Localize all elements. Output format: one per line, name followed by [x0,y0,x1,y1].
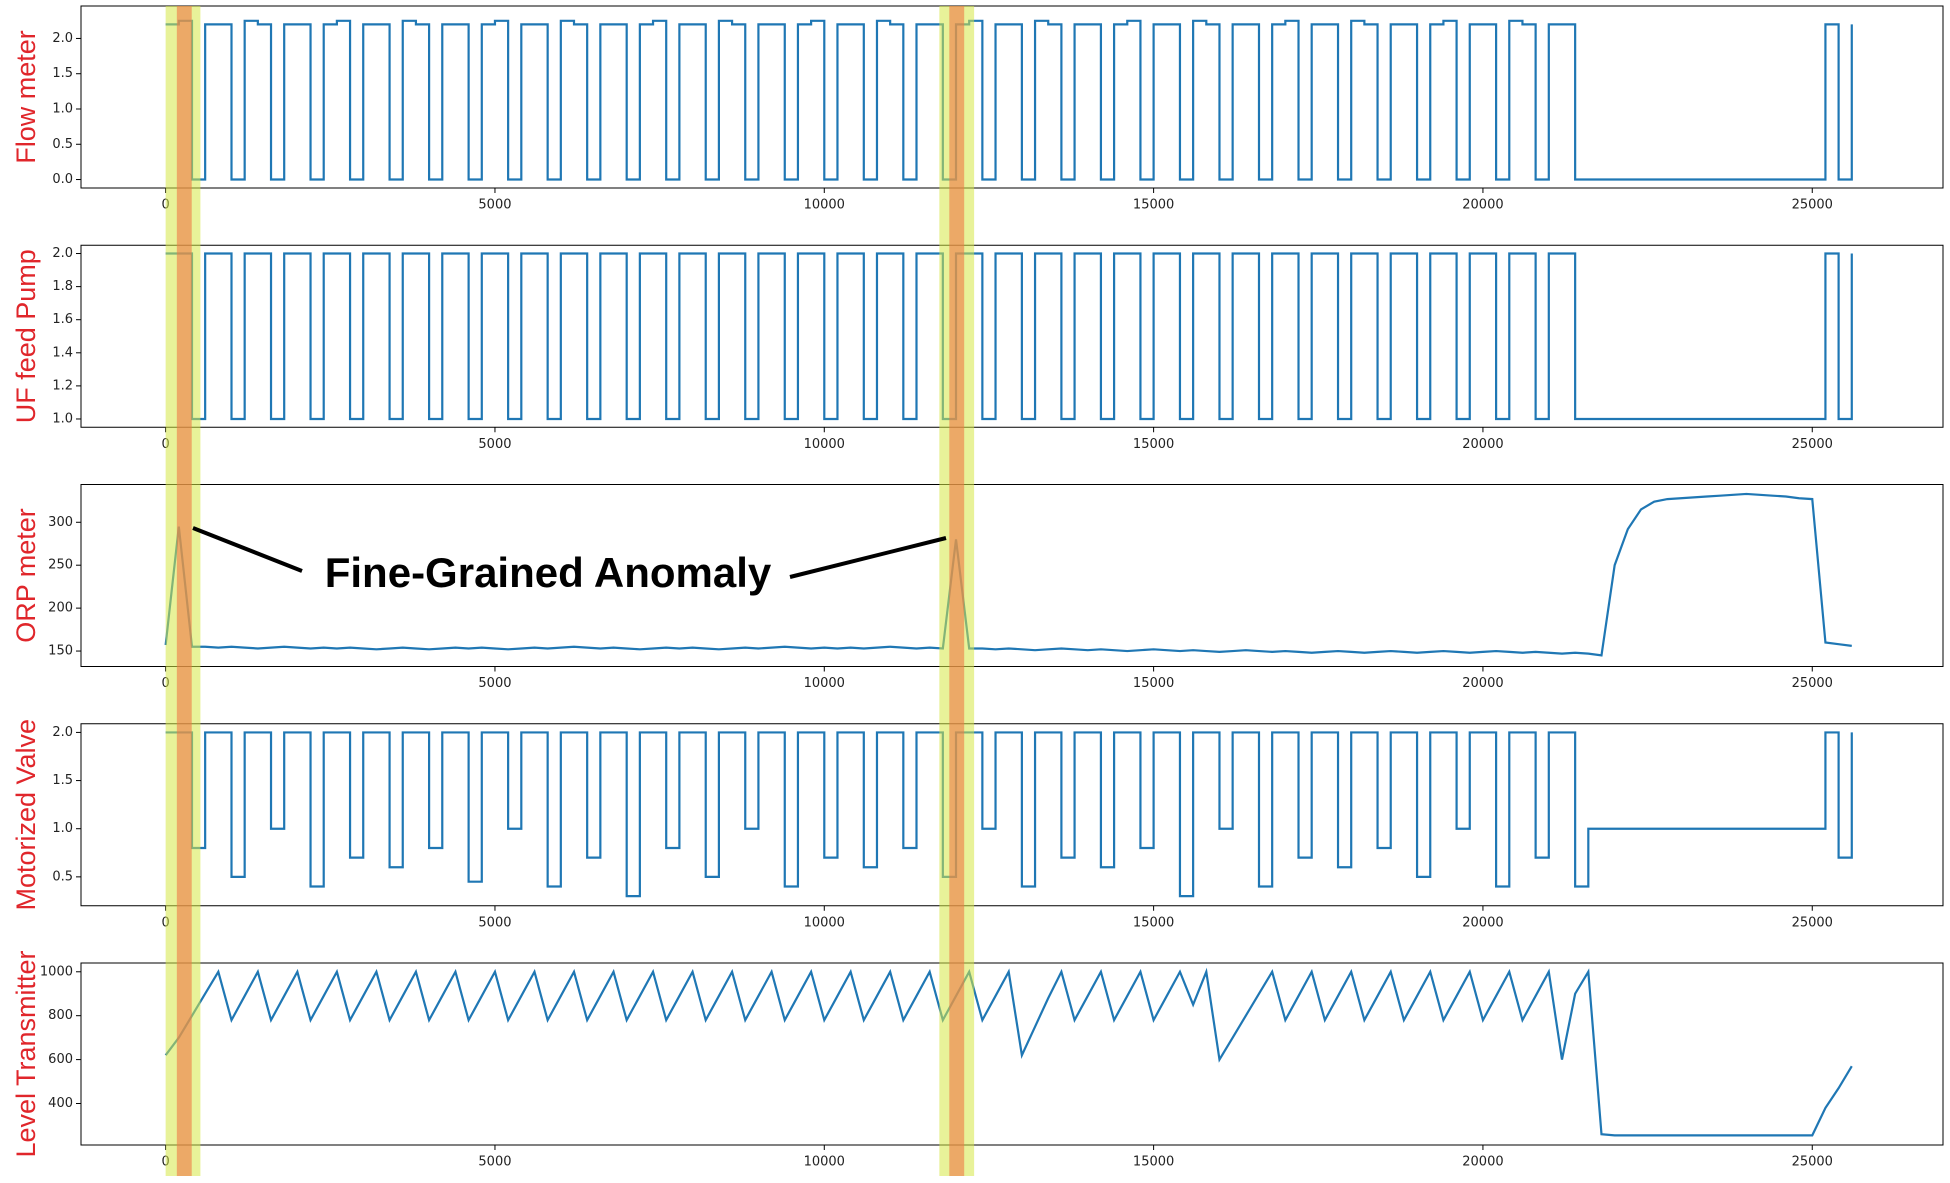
data-line [165,19,1853,181]
anomaly-core [176,6,192,1176]
x-tick-label: 20000 [1462,198,1503,213]
x-tick-label: 10000 [804,676,845,691]
x-tick-label: 25000 [1792,437,1833,452]
plot-frame [80,484,1944,667]
x-tick-label: 25000 [1792,676,1833,691]
x-tick-label: 5000 [478,915,511,930]
plot-frame [80,244,1944,428]
x-tick-label: 25000 [1792,1155,1833,1170]
x-tick-label: 15000 [1133,1155,1174,1170]
y-tick-label: 2.0 [52,246,73,261]
x-tick-label: 15000 [1133,437,1174,452]
y-tick-label: 400 [48,1096,73,1111]
y-tick-label: 0.5 [52,137,73,152]
annotation-text: Fine-Grained Anomaly [325,549,772,596]
x-tick-label: 20000 [1462,915,1503,930]
y-axis-label: Flow meter [11,30,41,164]
y-axis-label: UF feed Pump [11,249,41,423]
x-tick-label: 15000 [1133,198,1174,213]
x-tick-label: 15000 [1133,676,1174,691]
annotation-pointer [789,536,947,579]
x-tick-label: 5000 [478,198,511,213]
y-tick-label: 300 [48,515,73,530]
x-tick-label: 5000 [478,437,511,452]
y-tick-label: 2.0 [52,725,73,740]
y-tick-label: 250 [48,558,73,573]
data-line [165,731,1853,898]
x-tick-label: 10000 [804,198,845,213]
annotation-pointer [192,526,303,573]
y-tick-label: 150 [48,644,73,659]
y-axis-label: ORP meter [11,508,41,643]
y-tick-label: 200 [48,601,73,616]
y-tick-label: 0.5 [52,869,73,884]
x-tick-label: 25000 [1792,198,1833,213]
y-tick-label: 800 [48,1008,73,1023]
x-tick-label: 5000 [478,1155,511,1170]
y-tick-label: 2.0 [52,31,73,46]
y-tick-label: 1.0 [52,821,73,836]
y-axis-label: Motorized Valve [11,719,41,911]
x-tick-label: 15000 [1133,915,1174,930]
plot-frame [80,962,1944,1146]
anomaly-core [949,6,965,1176]
data-line [164,967,1853,1137]
x-tick-label: 20000 [1462,1155,1503,1170]
x-tick-label: 10000 [804,437,845,452]
x-tick-label: 20000 [1462,676,1503,691]
y-tick-label: 1.5 [52,66,73,81]
y-tick-label: 1000 [40,964,73,979]
data-line [165,252,1853,421]
y-tick-label: 1.0 [52,101,73,116]
y-tick-label: 1.4 [52,345,73,360]
data-line [164,492,1852,657]
plot-frame [80,5,1944,189]
y-tick-label: 1.8 [52,279,73,294]
y-tick-label: 1.5 [52,773,73,788]
x-tick-label: 10000 [804,915,845,930]
y-tick-label: 1.2 [52,378,73,393]
y-axis-label: Level Transmitter [11,950,41,1157]
y-tick-label: 0.0 [52,172,73,187]
x-tick-label: 25000 [1792,915,1833,930]
y-tick-label: 1.0 [52,411,73,426]
x-tick-label: 5000 [478,676,511,691]
plot-frame [80,723,1944,907]
x-tick-label: 10000 [804,1155,845,1170]
y-tick-label: 600 [48,1052,73,1067]
x-tick-label: 20000 [1462,437,1503,452]
y-tick-label: 1.6 [52,312,73,327]
